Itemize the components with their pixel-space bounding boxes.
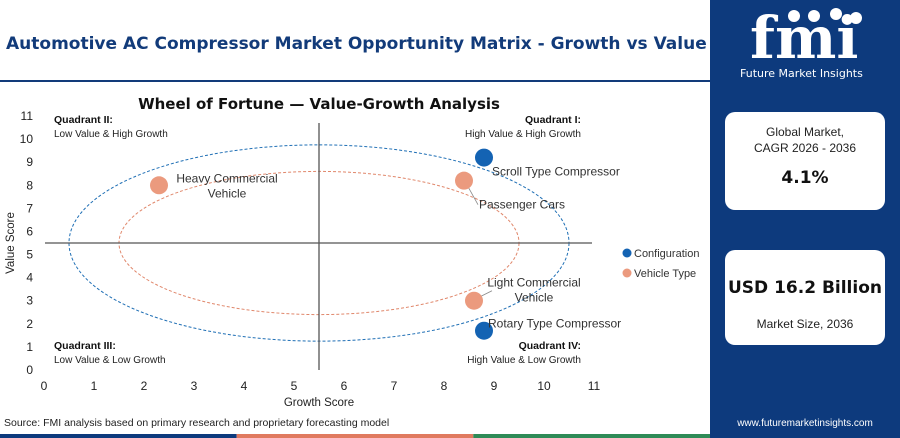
data-point (465, 291, 483, 310)
x-axis-label: Growth Score (284, 397, 354, 409)
x-tick-label: 8 (441, 379, 448, 393)
y-tick-label: 11 (21, 109, 34, 123)
leader-line (467, 186, 479, 205)
y-tick-label: 10 (20, 132, 34, 146)
x-tick-label: 10 (537, 379, 551, 393)
data-point-label: Light Commercial (487, 276, 580, 290)
logo-icon-dot (830, 8, 842, 20)
cagr-value: 4.1% (781, 168, 829, 188)
page-title: Automotive AC Compressor Market Opportun… (6, 34, 707, 54)
data-point (455, 171, 473, 190)
x-tick-label: 9 (491, 379, 498, 393)
market-size-label: Market Size, 2036 (756, 317, 854, 331)
market-size-card: USD 16.2 Billion Market Size, 2036 (725, 250, 885, 345)
quadrant-title: Quadrant IV: (519, 340, 581, 352)
bottom-color-bar (0, 434, 710, 438)
quadrant-subtitle: Low Value & High Growth (54, 129, 168, 140)
legend-marker (622, 248, 632, 258)
chart-title: Wheel of Fortune — Value-Growth Analysis (138, 95, 500, 113)
bottom-bar-segment (0, 434, 237, 438)
opportunity-matrix-chart: Wheel of Fortune — Value-Growth Analysis… (5, 95, 699, 409)
data-point-label: Passenger Cars (479, 198, 565, 212)
legend-label: Configuration (634, 248, 699, 260)
bottom-bar-segment (236, 434, 474, 438)
x-tick-label: 7 (391, 379, 398, 393)
website-link[interactable]: www.futuremarketinsights.com (737, 418, 873, 429)
y-tick-label: 5 (26, 248, 33, 262)
x-tick-label: 6 (341, 379, 348, 393)
quadrant-title: Quadrant III: (54, 340, 116, 352)
quadrant-subtitle: High Value & Low Growth (467, 355, 581, 366)
quadrant-subtitle: High Value & High Growth (465, 129, 581, 140)
data-point (475, 148, 493, 167)
logo-icon-dot (808, 10, 820, 22)
y-tick-label: 9 (26, 155, 33, 169)
cagr-card: Global Market, CAGR 2026 - 2036 4.1% (725, 112, 885, 210)
leader-line (479, 290, 493, 298)
x-tick-label: 5 (291, 379, 298, 393)
sidebar: fmi Future Market Insights Global Market… (710, 0, 900, 438)
logo-text: fmi (750, 6, 858, 72)
y-tick-label: 1 (26, 340, 33, 354)
x-tick-label: 1 (91, 379, 98, 393)
cagr-label-line: Global Market, (765, 125, 845, 139)
fmi-logo: fmi (750, 6, 862, 72)
data-point-label: Scroll Type Compressor (492, 165, 620, 179)
bottom-bar-segment (473, 434, 710, 438)
logo-subtitle: Future Market Insights (740, 67, 863, 80)
data-point-label: Heavy Commercial (176, 171, 277, 185)
x-tick-label: 3 (191, 379, 198, 393)
data-point-label: Rotary Type Compressor (488, 317, 621, 331)
logo-icon-dot (850, 12, 862, 24)
quadrant-subtitle: Low Value & Low Growth (54, 355, 166, 366)
y-tick-label: 0 (26, 363, 33, 377)
y-tick-label: 8 (26, 178, 33, 192)
y-tick-label: 4 (26, 271, 33, 285)
data-point (475, 321, 493, 340)
cagr-label-line: CAGR 2026 - 2036 (753, 141, 857, 155)
y-axis-label: Value Score (5, 212, 17, 274)
x-tick-label: 4 (241, 379, 248, 393)
y-tick-label: 6 (26, 224, 33, 238)
header-divider (0, 80, 710, 82)
quadrant-title: Quadrant II: (54, 114, 113, 126)
x-tick-label: 0 (41, 379, 48, 393)
data-point-label: Vehicle (515, 291, 554, 305)
y-tick-label: 7 (26, 201, 33, 215)
data-point-label: Vehicle (208, 186, 247, 200)
data-point (150, 176, 168, 195)
logo-icon-dot (788, 10, 800, 22)
legend-label: Vehicle Type (634, 268, 696, 280)
quadrant-title: Quadrant I: (525, 114, 581, 126)
x-tick-label: 11 (588, 379, 601, 393)
y-tick-label: 2 (26, 317, 33, 331)
x-tick-label: 2 (141, 379, 148, 393)
y-tick-label: 3 (26, 294, 33, 308)
legend-marker (622, 268, 632, 278)
source-note: Source: FMI analysis based on primary re… (4, 417, 390, 429)
market-size-value: USD 16.2 Billion (728, 278, 882, 298)
